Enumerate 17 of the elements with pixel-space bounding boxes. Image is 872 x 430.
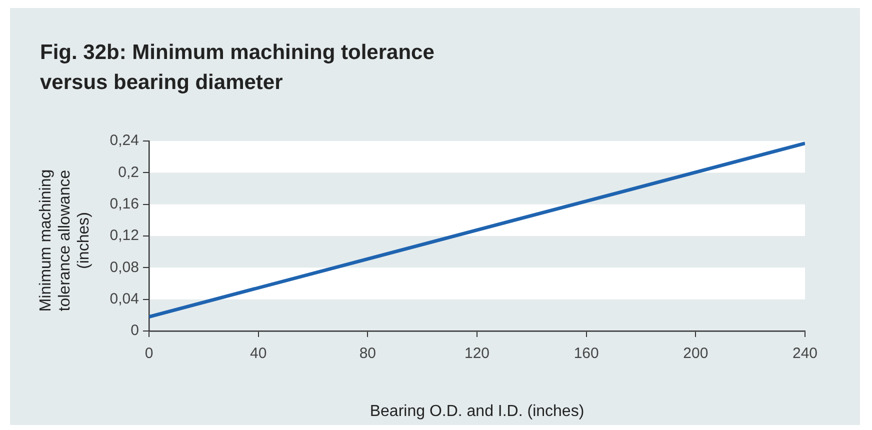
x-tick-label: 160 xyxy=(574,345,599,362)
x-tick-label: 0 xyxy=(144,345,154,362)
y-tick-label: 0,2 xyxy=(118,164,139,181)
x-axis-title: Bearing O.D. and I.D. (inches) xyxy=(370,402,584,420)
x-tick-label: 80 xyxy=(359,345,376,362)
chart-title: Fig. 32b: Minimum machining tolerance versus bearing diameter xyxy=(40,40,436,96)
x-tick-label: 200 xyxy=(683,345,708,362)
y-tick-label: 0,08 xyxy=(110,258,139,276)
x-tick-label: 40 xyxy=(250,345,267,362)
y-tick-label: 0,12 xyxy=(110,227,139,244)
x-tick-label: 240 xyxy=(792,345,818,362)
y-tick-label: 0,04 xyxy=(110,290,139,308)
y-tick-label: 0 xyxy=(130,322,139,340)
y-tick-label: 0,16 xyxy=(110,195,139,212)
x-tick-label: 120 xyxy=(464,345,490,362)
y-tick-label: 0,24 xyxy=(110,132,139,150)
y-axis-title: Minimum machining tolerance allowance (inches) xyxy=(36,168,94,314)
